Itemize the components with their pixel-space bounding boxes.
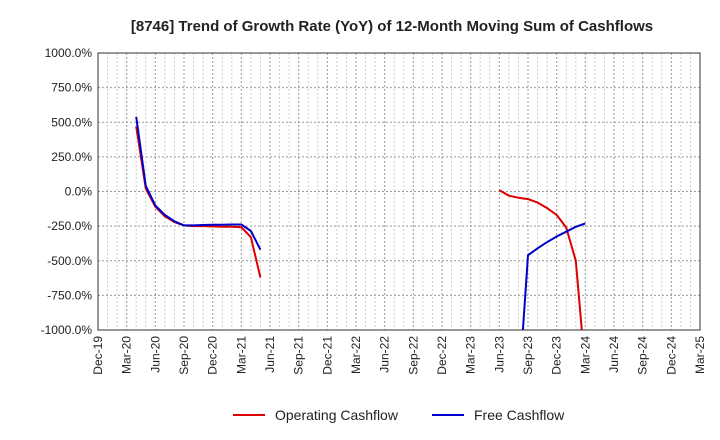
y-tick-label: -500.0%: [47, 254, 92, 268]
x-tick-label: Mar-24: [578, 336, 592, 374]
y-tick-label: 1000.0%: [45, 46, 93, 60]
x-tick-label: Jun-24: [607, 336, 621, 373]
y-tick-label: 500.0%: [51, 115, 92, 129]
x-tick-label: Sep-21: [292, 336, 306, 375]
y-tick-label: -1000.0%: [41, 323, 93, 337]
x-tick-label: Jun-20: [148, 336, 162, 373]
x-tick-label: Dec-20: [206, 336, 220, 375]
x-tick-label: Mar-25: [693, 336, 707, 374]
legend: Operating Cashflow Free Cashflow: [233, 407, 565, 423]
legend-label: Operating Cashflow: [275, 407, 399, 423]
chart-title: [8746] Trend of Growth Rate (YoY) of 12-…: [131, 18, 653, 35]
x-tick-label: Sep-20: [177, 336, 191, 375]
y-tick-label: 250.0%: [51, 150, 92, 164]
x-axis-ticks: Dec-19 Mar-20 Jun-20 Sep-20 Dec-20 Mar-21 Jun-…: [91, 336, 707, 375]
x-tick-label: Mar-21: [234, 336, 248, 374]
x-tick-label: Dec-24: [664, 336, 678, 375]
x-tick-label: Mar-23: [464, 336, 478, 374]
x-tick-label: Mar-22: [349, 336, 363, 374]
x-tick-label: Jun-23: [492, 336, 506, 373]
x-tick-label: Sep-23: [521, 336, 535, 375]
x-tick-label: Dec-19: [91, 336, 105, 375]
legend-label: Free Cashflow: [474, 407, 565, 423]
x-tick-label: Mar-20: [120, 336, 134, 374]
x-tick-label: Sep-22: [406, 336, 420, 375]
y-tick-label: 750.0%: [51, 81, 92, 95]
x-tick-label: Jun-22: [378, 336, 392, 373]
grid: [97, 52, 701, 331]
y-axis-ticks: 1000.0% 750.0% 500.0% 250.0% 0.0% -250.0% -500…: [41, 46, 93, 337]
series-line: [135, 116, 262, 251]
y-tick-label: -750.0%: [47, 288, 92, 302]
x-tick-label: Sep-24: [636, 336, 650, 375]
x-tick-label: Jun-21: [263, 336, 277, 373]
y-tick-label: -250.0%: [47, 219, 92, 233]
x-tick-label: Dec-22: [435, 336, 449, 375]
y-tick-label: 0.0%: [65, 185, 93, 199]
series-line: [498, 189, 583, 331]
plot-area: [97, 52, 701, 331]
series-lines: [135, 116, 586, 331]
series-line: [521, 222, 586, 331]
x-tick-label: Dec-21: [320, 336, 334, 375]
x-tick-label: Dec-23: [550, 336, 564, 375]
